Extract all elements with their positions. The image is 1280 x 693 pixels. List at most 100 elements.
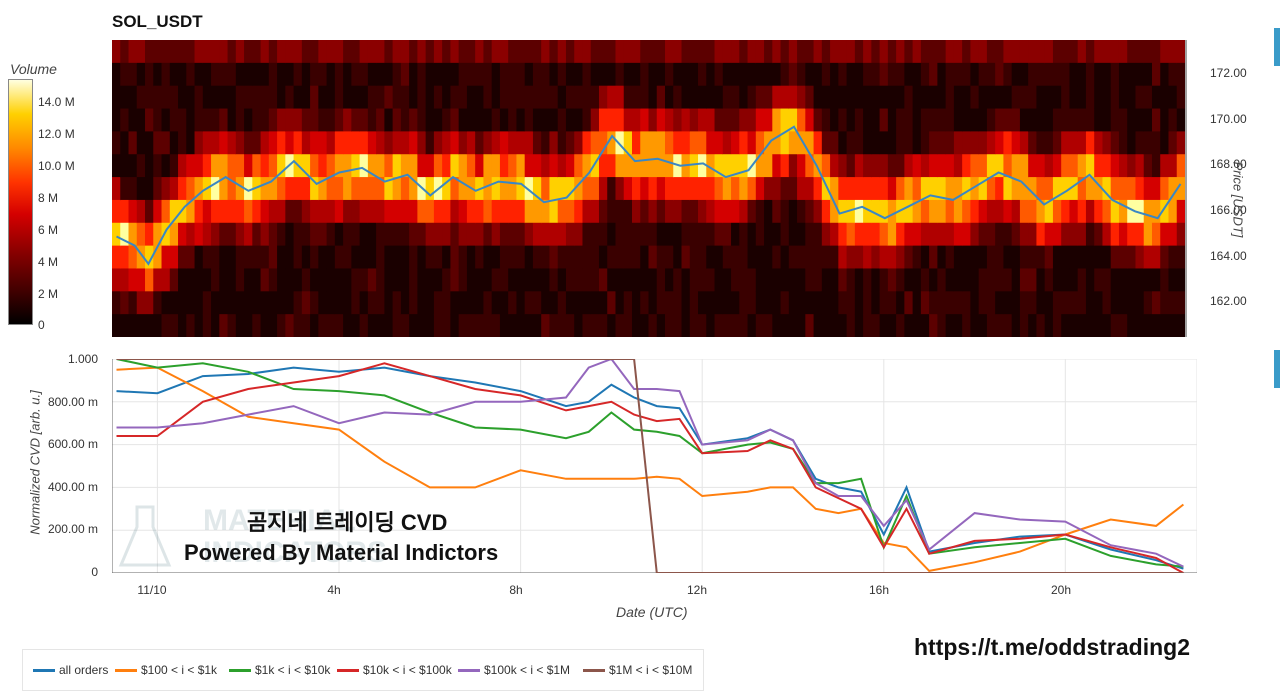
heatmap-cell — [953, 291, 963, 315]
heatmap-cell — [797, 40, 806, 64]
heatmap-cell — [1052, 268, 1062, 292]
heatmap-cell — [830, 291, 839, 315]
heatmap-cell — [747, 314, 757, 337]
heatmap-cell — [706, 40, 716, 64]
heatmap-cell — [516, 40, 526, 64]
heatmap-cell — [590, 199, 600, 224]
heatmap-cell — [929, 291, 938, 315]
side-panel-tab[interactable] — [1274, 350, 1280, 388]
heatmap-cell — [334, 245, 344, 270]
heatmap-cell — [962, 268, 971, 292]
heatmap-cell — [1044, 177, 1054, 201]
heatmap-cell — [178, 177, 187, 201]
heatmap-cell — [326, 108, 336, 132]
heatmap-cell — [202, 62, 212, 87]
heatmap-cell — [1052, 245, 1062, 270]
heatmap-cell — [623, 268, 633, 292]
heatmap-cell — [805, 245, 815, 270]
heatmap-cell — [153, 131, 163, 155]
heatmap-cell — [491, 199, 501, 224]
heatmap-cell — [797, 222, 806, 247]
legend-item-1k-10k[interactable]: $1k < i < $10k — [229, 663, 330, 677]
heatmap-cell — [640, 268, 650, 292]
heatmap-cell — [598, 199, 608, 224]
heatmap-cell — [178, 154, 187, 178]
heatmap-cell — [252, 40, 262, 64]
heatmap-cell — [153, 154, 163, 178]
heatmap-cell — [334, 291, 344, 315]
heatmap-cell — [813, 40, 823, 64]
heatmap-cell — [1176, 154, 1185, 178]
heatmap-cell — [112, 85, 121, 110]
heatmap-cell — [450, 314, 460, 337]
cvd-plot-area[interactable] — [111, 357, 1198, 574]
heatmap-cell — [549, 245, 559, 270]
heatmap-cell — [277, 108, 286, 132]
heatmap-cell — [887, 85, 897, 110]
heatmap-cell — [863, 40, 872, 64]
heatmap-cell — [945, 291, 955, 315]
legend-item-100-1k[interactable]: $100 < i < $1k — [115, 663, 217, 677]
heatmap-cell — [359, 199, 369, 224]
heatmap-cell — [442, 268, 451, 292]
heatmap-cell — [937, 291, 947, 315]
heatmap-cell — [788, 85, 798, 110]
side-panel-tab[interactable] — [1274, 28, 1280, 66]
heatmap-cell — [310, 154, 319, 178]
heatmap-cell — [483, 222, 493, 247]
heatmap-cell — [252, 62, 262, 87]
heatmap-cell — [260, 108, 270, 132]
heatmap-cell — [194, 268, 204, 292]
heatmap-cell — [194, 177, 204, 201]
heatmap-cell — [334, 154, 344, 178]
heatmap-cell — [1118, 268, 1128, 292]
heatmap-cell — [797, 62, 806, 87]
heatmap-cell — [433, 314, 443, 337]
heatmap-cell — [186, 268, 196, 292]
heatmap-cell — [227, 177, 237, 201]
heatmap-cell — [128, 154, 138, 178]
heatmap-cell — [656, 268, 666, 292]
heatmap-cell — [120, 222, 130, 247]
heatmap-cell — [887, 177, 897, 201]
heatmap-cell — [747, 108, 757, 132]
heatmap-cell — [788, 291, 798, 315]
heatmap-cell — [681, 314, 691, 337]
heatmap-cell — [565, 85, 575, 110]
heatmap-cell — [450, 177, 460, 201]
heatmap-cell — [788, 177, 798, 201]
legend-item-10k-100k[interactable]: $10k < i < $100k — [337, 663, 452, 677]
heatmap-cell — [912, 222, 922, 247]
heatmap-cell — [1102, 245, 1112, 270]
heatmap-cell — [285, 85, 295, 110]
heatmap-cell — [343, 245, 352, 270]
telegram-link[interactable]: https://t.me/oddstrading2 — [914, 634, 1190, 660]
heatmap-cell — [260, 85, 270, 110]
heatmap-cell — [433, 245, 443, 270]
heatmap-cell — [557, 177, 567, 201]
heatmap-cell — [343, 131, 352, 155]
heatmap-cell — [491, 154, 501, 178]
heatmap-cell — [590, 291, 600, 315]
legend-item-100k-1m[interactable]: $100k < i < $1M — [458, 663, 570, 677]
heatmap-cell — [1061, 291, 1071, 315]
legend-item-1m-10m[interactable]: $1M < i < $10M — [583, 663, 692, 677]
volume-heatmap[interactable] — [112, 40, 1185, 337]
heatmap-cell — [186, 40, 196, 64]
heatmap-cell — [508, 177, 518, 201]
heatmap-cell — [739, 177, 749, 201]
heatmap-cell — [1003, 314, 1013, 337]
heatmap-cell — [755, 62, 765, 87]
heatmap-cell — [764, 108, 773, 132]
heatmap-cell — [202, 40, 212, 64]
heatmap-cell — [318, 291, 328, 315]
legend-item-all-orders[interactable]: all orders — [33, 663, 108, 677]
heatmap-cell — [516, 154, 526, 178]
heatmap-cell — [301, 268, 311, 292]
heatmap-cell — [499, 291, 509, 315]
heatmap-cell — [211, 199, 220, 224]
heatmap-cell — [433, 199, 443, 224]
heatmap-cell — [1160, 85, 1170, 110]
heatmap-cell — [1077, 131, 1087, 155]
heatmap-cell — [417, 85, 427, 110]
